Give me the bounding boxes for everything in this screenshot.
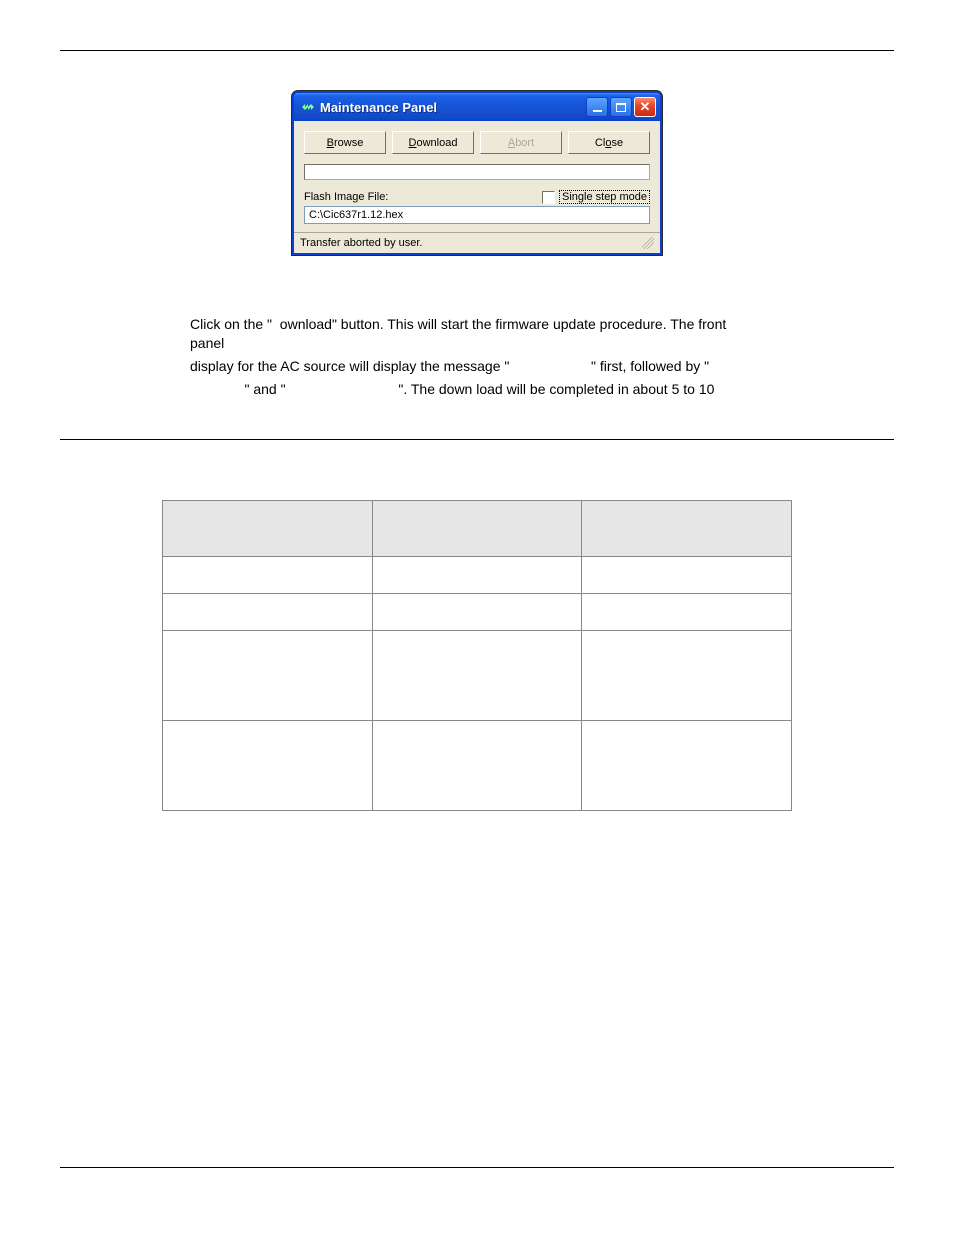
single-step-checkbox[interactable]: Single step mode xyxy=(542,190,650,204)
progress-bar xyxy=(304,164,650,180)
mid-rule xyxy=(60,439,894,440)
table-header-cell xyxy=(372,500,582,556)
table-cell xyxy=(582,630,792,720)
table-cell xyxy=(582,593,792,630)
abort-button: Abort xyxy=(480,131,562,154)
instruction-paragraph: Click on the " ownload" button. This wil… xyxy=(190,315,764,399)
table-row xyxy=(163,593,792,630)
status-text: Transfer aborted by user. xyxy=(300,237,423,249)
close-window-button[interactable]: ✕ xyxy=(634,97,656,117)
maximize-button[interactable] xyxy=(610,97,632,117)
table-row xyxy=(163,720,792,810)
table-header-cell xyxy=(582,500,792,556)
flash-image-path-input[interactable]: C:\Cic637r1.12.hex xyxy=(304,206,650,224)
flash-image-label: Flash Image File: xyxy=(304,191,388,203)
download-button[interactable]: Download xyxy=(392,131,474,154)
table-cell xyxy=(163,720,373,810)
window-title: Maintenance Panel xyxy=(320,100,582,115)
table-cell xyxy=(582,720,792,810)
top-rule xyxy=(60,50,894,51)
table-row xyxy=(163,630,792,720)
table-cell xyxy=(372,630,582,720)
close-button[interactable]: Close xyxy=(568,131,650,154)
table-cell xyxy=(163,630,373,720)
app-icon xyxy=(300,99,316,115)
bottom-rule xyxy=(60,1167,894,1168)
table-cell xyxy=(163,556,373,593)
table-row xyxy=(163,556,792,593)
browse-button[interactable]: Browse xyxy=(304,131,386,154)
table-cell xyxy=(372,720,582,810)
resize-grip-icon[interactable] xyxy=(642,237,654,249)
table-cell xyxy=(372,556,582,593)
minimize-button[interactable] xyxy=(586,97,608,117)
maintenance-panel-window: Maintenance Panel ✕ Browse Download Abor… xyxy=(292,91,662,255)
checkbox-box[interactable] xyxy=(542,191,555,204)
table-header-row xyxy=(163,500,792,556)
table-cell xyxy=(163,593,373,630)
table-header-cell xyxy=(163,500,373,556)
table-cell xyxy=(372,593,582,630)
table-cell xyxy=(582,556,792,593)
spec-table xyxy=(162,500,792,811)
window-titlebar[interactable]: Maintenance Panel ✕ xyxy=(294,93,660,121)
checkbox-label: Single step mode xyxy=(559,190,650,204)
